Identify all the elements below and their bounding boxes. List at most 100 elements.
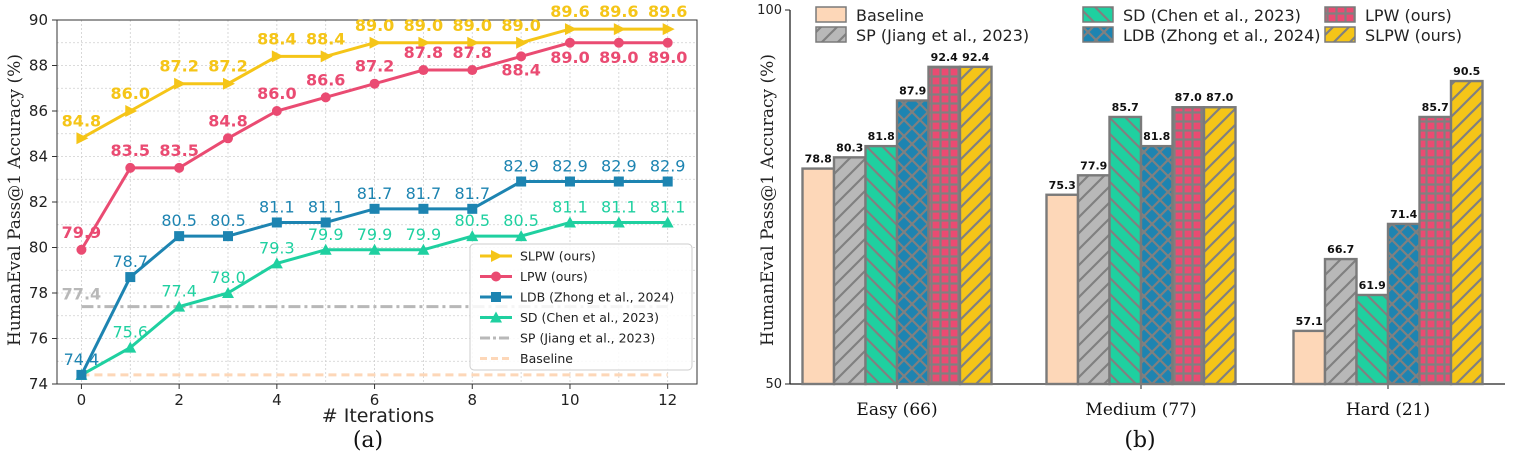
marker-lpw-ours xyxy=(320,92,331,103)
data-label-ldb-zhong-et-al-2024: 74.4 xyxy=(64,350,100,369)
marker-ldb-zhong-et-al-2024 xyxy=(222,231,233,242)
marker-lpw-ours xyxy=(613,37,624,48)
y-tick-label: 88 xyxy=(29,57,48,75)
legend-lpw-ours-marker xyxy=(491,271,501,282)
marker-sd-chen-et-al-2023 xyxy=(173,300,186,312)
legend-slpw-ours-swatch xyxy=(1324,26,1356,43)
bar-label: 87.0 xyxy=(1206,91,1233,104)
x-tick-label: 4 xyxy=(272,391,282,409)
marker-lpw-ours xyxy=(125,162,136,173)
bar-label: 81.8 xyxy=(1143,130,1170,143)
legend-lpw-ours-swatch xyxy=(1324,6,1356,23)
data-label-lpw-ours: 79.9 xyxy=(62,223,101,242)
marker-lpw-ours xyxy=(369,78,380,89)
marker-ldb-zhong-et-al-2024 xyxy=(613,176,624,187)
y-tick-label: 74 xyxy=(29,375,48,393)
data-label-sd-chen-et-al-2023: 81.1 xyxy=(552,197,588,216)
data-label-ldb-zhong-et-al-2024: 80.5 xyxy=(210,211,246,230)
bar-label: 85.7 xyxy=(1112,101,1139,114)
legend-sd-chen-et-al-2023-swatch xyxy=(1082,6,1114,23)
x-axis-label-a: # Iterations xyxy=(322,405,434,427)
data-label-lpw-ours: 87.2 xyxy=(355,57,394,76)
marker-sd-chen-et-al-2023 xyxy=(124,341,137,353)
y-tick-label: 80 xyxy=(29,239,48,257)
data-label-slpw-ours: 88.4 xyxy=(257,29,296,48)
bar-label: 71.4 xyxy=(1390,208,1417,221)
legend-slpw-ours-label: SLPW (ours) xyxy=(1365,26,1462,45)
bar-baseline-medium-77 xyxy=(1045,193,1080,386)
bar-label: 92.4 xyxy=(962,51,989,64)
marker-slpw-ours xyxy=(174,77,187,90)
bar-label: 85.7 xyxy=(1422,101,1449,114)
marker-sd-chen-et-al-2023 xyxy=(270,257,283,269)
y-axis-label-a: HumanEval Pass@1 Accuracy (%) xyxy=(5,54,25,346)
y-tick-label: 84 xyxy=(29,148,48,166)
marker-ldb-zhong-et-al-2024 xyxy=(125,272,136,283)
data-label-lpw-ours: 89.0 xyxy=(550,48,589,67)
legend-ldb-zhong-et-al-2024-marker xyxy=(491,292,501,302)
bar-baseline-hard-21 xyxy=(1292,329,1327,386)
data-label-sd-chen-et-al-2023: 77.4 xyxy=(161,282,197,301)
marker-slpw-ours xyxy=(369,36,382,49)
marker-ldb-zhong-et-al-2024 xyxy=(76,369,87,380)
marker-slpw-ours xyxy=(320,50,333,63)
data-label-sd-chen-et-al-2023: 80.5 xyxy=(503,211,539,230)
x-tick-label: 10 xyxy=(560,391,579,409)
marker-sd-chen-et-al-2023 xyxy=(417,243,430,255)
marker-lpw-ours xyxy=(76,244,87,255)
data-label-sd-chen-et-al-2023: 80.5 xyxy=(454,211,490,230)
bar-label: 81.8 xyxy=(868,130,895,143)
legend-slpw-ours-marker xyxy=(491,250,503,262)
data-label-sd-chen-et-al-2023: 79.9 xyxy=(357,225,393,244)
data-label-slpw-ours: 86.0 xyxy=(111,84,150,103)
data-label-sd-chen-et-al-2023: 75.6 xyxy=(112,323,148,342)
y-tick-label: 90 xyxy=(29,11,48,29)
x-tick-label: 12 xyxy=(658,391,677,409)
data-label-slpw-ours: 89.6 xyxy=(648,2,687,21)
marker-ldb-zhong-et-al-2024 xyxy=(418,203,429,214)
caption-b: (b) xyxy=(1124,428,1155,453)
legend-sd-chen-et-al-2023-marker xyxy=(490,311,502,323)
data-label-slpw-ours: 84.8 xyxy=(62,111,101,130)
data-label-ldb-zhong-et-al-2024: 81.7 xyxy=(406,184,442,203)
legend-baseline-label: Baseline xyxy=(856,6,924,25)
bar-sd-chen-et-al-2023-medium-77 xyxy=(1108,115,1143,386)
legend-sp-jiang-et-al-2023-label: SP (Jiang et al., 2023) xyxy=(520,331,655,346)
marker-slpw-ours xyxy=(125,105,138,117)
legend-sd-chen-et-al-2023-label: SD (Chen et al., 2023) xyxy=(520,310,659,325)
data-label-ldb-zhong-et-al-2024: 80.5 xyxy=(161,211,197,230)
data-label-ldb-zhong-et-al-2024: 81.7 xyxy=(454,184,490,203)
y-axis-label-b: HumanEval Pass@1 Accuracy (%) xyxy=(758,54,778,346)
bar-label: 92.4 xyxy=(931,51,958,64)
data-label-sd-chen-et-al-2023: 81.1 xyxy=(601,197,637,216)
legend-sp-jiang-et-al-2023-label: SP (Jiang et al., 2023) xyxy=(856,26,1029,45)
data-label-sd-chen-et-al-2023: 79.3 xyxy=(259,238,295,257)
y-tick-label: 86 xyxy=(29,102,48,120)
marker-sd-chen-et-al-2023 xyxy=(466,230,479,242)
marker-lpw-ours xyxy=(222,133,233,144)
legend-sd-chen-et-al-2023-label: SD (Chen et al., 2023) xyxy=(1123,6,1301,25)
bar-label: 57.1 xyxy=(1296,315,1323,328)
y-tick-label: 82 xyxy=(29,193,48,211)
bar-slpw-ours-hard-21 xyxy=(1449,79,1484,386)
marker-sd-chen-et-al-2023 xyxy=(319,243,332,255)
y-tick-label: 50 xyxy=(765,377,782,392)
data-label-slpw-ours: 89.6 xyxy=(599,2,638,21)
marker-slpw-ours xyxy=(564,23,577,36)
data-label-lpw-ours: 83.5 xyxy=(159,141,198,160)
data-label-ldb-zhong-et-al-2024: 82.9 xyxy=(601,157,637,176)
bar-baseline-easy-66 xyxy=(801,167,836,386)
data-label-lpw-ours: 89.0 xyxy=(599,48,638,67)
bar-lpw-ours-medium-77 xyxy=(1171,106,1206,386)
data-label-slpw-ours: 89.0 xyxy=(501,16,540,35)
marker-lpw-ours xyxy=(174,162,185,173)
x-tick-label: 6 xyxy=(370,391,380,409)
data-label-ldb-zhong-et-al-2024: 82.9 xyxy=(503,157,539,176)
bar-ldb-zhong-et-al-2024-easy-66 xyxy=(895,99,930,386)
data-label-lpw-ours: 87.8 xyxy=(453,43,492,62)
bar-label: 77.9 xyxy=(1080,159,1107,172)
marker-sd-chen-et-al-2023 xyxy=(612,216,625,228)
data-label-slpw-ours: 87.2 xyxy=(159,57,198,76)
marker-sd-chen-et-al-2023 xyxy=(221,287,234,298)
y-tick-label: 76 xyxy=(29,330,48,348)
